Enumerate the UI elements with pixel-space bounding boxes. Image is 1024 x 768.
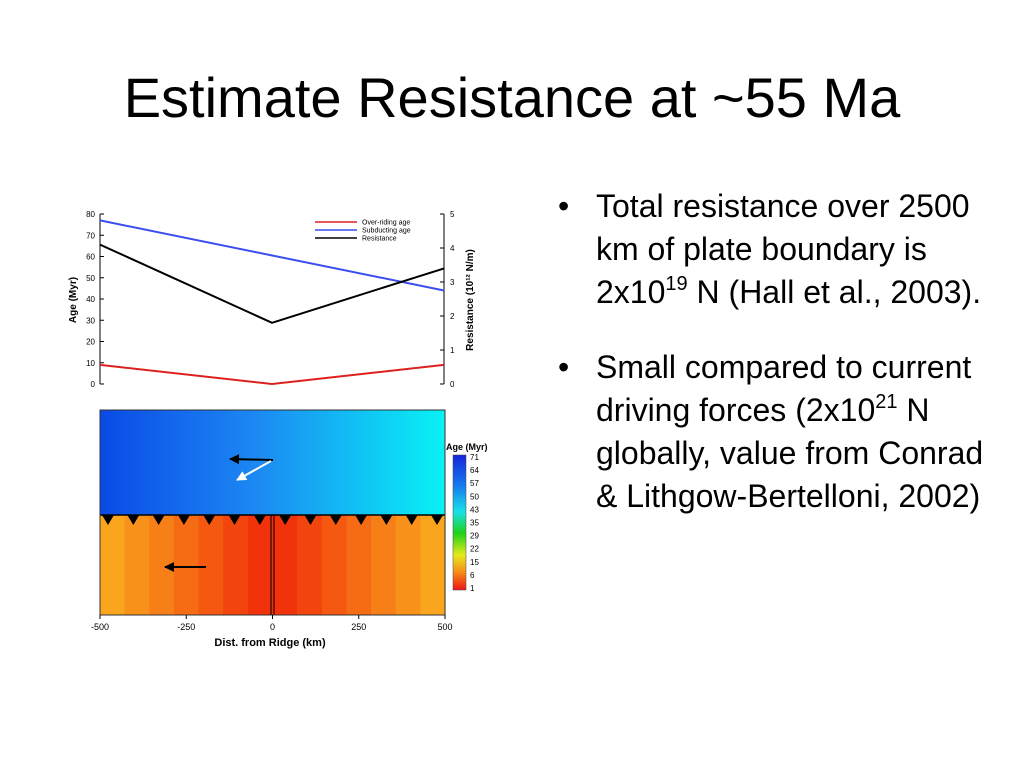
colorbar-tick-label: 15 <box>470 558 479 567</box>
x-tick-label: -250 <box>177 622 195 632</box>
y2-tick-label: 0 <box>450 380 455 389</box>
overriding-plate-strip <box>124 515 150 615</box>
velocity-arrow-south-west <box>236 460 272 481</box>
y-tick-label: 30 <box>86 316 95 325</box>
colorbar-tick-label: 22 <box>470 545 479 554</box>
overriding-plate-strip <box>173 515 200 615</box>
subduction-tooth-icon <box>304 515 317 525</box>
subduction-tooth-icon <box>279 515 292 525</box>
x-axis-label: Dist. from Ridge (km) <box>214 637 326 649</box>
y-tick-label: 60 <box>86 253 95 262</box>
subduction-tooth-icon <box>127 515 140 525</box>
y2-tick-label: 2 <box>450 312 455 321</box>
velocity-arrow-west <box>229 454 274 465</box>
bullet-item: • Small compared to current driving forc… <box>558 346 1008 518</box>
bullet-marker: • <box>558 349 570 385</box>
series-line <box>99 219 445 292</box>
colorbar-tick-label: 29 <box>470 532 479 541</box>
x-tick-label: 250 <box>351 622 366 632</box>
legend-label: Over-riding age <box>362 220 410 227</box>
overriding-plate-strip <box>346 515 372 615</box>
bullet-text-part: N globally, value from Conrad & Lithgow-… <box>596 392 984 514</box>
y-tick-label: 80 <box>86 210 95 219</box>
subduction-tooth-icon <box>355 515 368 525</box>
colorbar-tick-label: 64 <box>470 466 479 475</box>
overriding-plate-strip <box>149 515 175 615</box>
overriding-plate-strip <box>100 515 126 615</box>
bullet-text: Small compared to current driving forces… <box>596 349 983 514</box>
subduction-tooth-icon <box>152 515 165 525</box>
colorbar-tick-label: 71 <box>470 453 479 462</box>
overriding-plate-strip <box>198 515 224 615</box>
bullet-text-part: Total resistance over 2500 km of plate b… <box>596 188 970 310</box>
subduction-tooth-icon <box>329 515 342 525</box>
bullet-marker: • <box>558 188 570 224</box>
bullet-list: • Total resistance over 2500 km of plate… <box>558 185 1008 550</box>
x-tick-label: 0 <box>270 622 275 632</box>
colorbar-tick-label: 50 <box>470 492 479 501</box>
y2-axis-label: Resistance (10¹² N/m) <box>465 249 476 351</box>
subduction-tooth-icon <box>102 515 114 525</box>
y2-tick-label: 1 <box>450 346 455 355</box>
series-line <box>99 363 445 386</box>
figure-panel: Age (Myr) Resistance (10¹² N/m) 0 10 20 30 4… <box>60 200 530 660</box>
overriding-plate-strip <box>371 515 397 615</box>
colorbar-tick-label: 43 <box>470 505 479 514</box>
overriding-plate-strip <box>395 515 421 615</box>
subduction-tooth-icon <box>228 515 241 525</box>
y2-tick-label: 4 <box>450 244 455 253</box>
legend-label: Resistance <box>362 236 397 243</box>
subduction-tooth-icon <box>203 515 216 525</box>
y-tick-label: 20 <box>86 338 95 347</box>
overriding-plate-strip <box>297 515 323 615</box>
subduction-tooth-icon <box>405 515 418 525</box>
overriding-plate-strip <box>420 515 446 615</box>
y-tick-label: 10 <box>86 359 95 368</box>
bullet-text: Total resistance over 2500 km of plate b… <box>596 188 981 310</box>
subduction-tooth-icon <box>253 515 266 525</box>
y-tick-label: 0 <box>91 380 96 389</box>
overriding-plate-strip <box>321 515 348 615</box>
subduction-tooth-icon <box>380 515 393 525</box>
y2-tick-label: 5 <box>450 210 455 219</box>
bullet-item: • Total resistance over 2500 km of plate… <box>558 185 1008 314</box>
colorbar <box>452 454 467 591</box>
bullet-text-part: Small compared to current driving forces… <box>596 349 972 428</box>
plate-age-heatmap: Dist. from Ridge (km) Age (Myr) -500 -250… <box>91 409 488 649</box>
colorbar-tick-label: 57 <box>470 479 479 488</box>
y2-tick-label: 3 <box>450 278 455 287</box>
overriding-plate-strip <box>272 515 298 615</box>
age-resistance-line-chart: Age (Myr) Resistance (10¹² N/m) 01020304… <box>68 210 476 389</box>
overriding-plate-strip <box>247 515 274 615</box>
colorbar-tick-label: 1 <box>470 584 475 593</box>
subduction-tooth-icon <box>177 515 190 525</box>
slide-title: Estimate Resistance at ~55 Ma <box>123 66 901 129</box>
bullet-superscript: 19 <box>665 273 688 295</box>
colorbar-title: Age (Myr) <box>446 442 488 452</box>
legend-label: Subducting age <box>362 228 411 235</box>
y-tick-label: 70 <box>86 231 95 240</box>
y-axis-label: Age (Myr) <box>68 277 79 323</box>
overriding-plate-strip <box>223 515 249 615</box>
y-tick-label: 50 <box>86 274 95 283</box>
x-tick-label: 500 <box>437 622 452 632</box>
colorbar-tick-label: 35 <box>470 519 479 528</box>
bullet-superscript: 21 <box>875 391 898 413</box>
subducting-plate-band <box>100 410 445 515</box>
bullet-text-part: N (Hall et al., 2003). <box>687 274 982 310</box>
x-tick-label: -500 <box>91 622 109 632</box>
series-line <box>99 243 445 324</box>
colorbar-tick-label: 6 <box>470 571 475 580</box>
y-tick-label: 40 <box>86 295 95 304</box>
subduction-tooth-icon <box>431 515 443 525</box>
